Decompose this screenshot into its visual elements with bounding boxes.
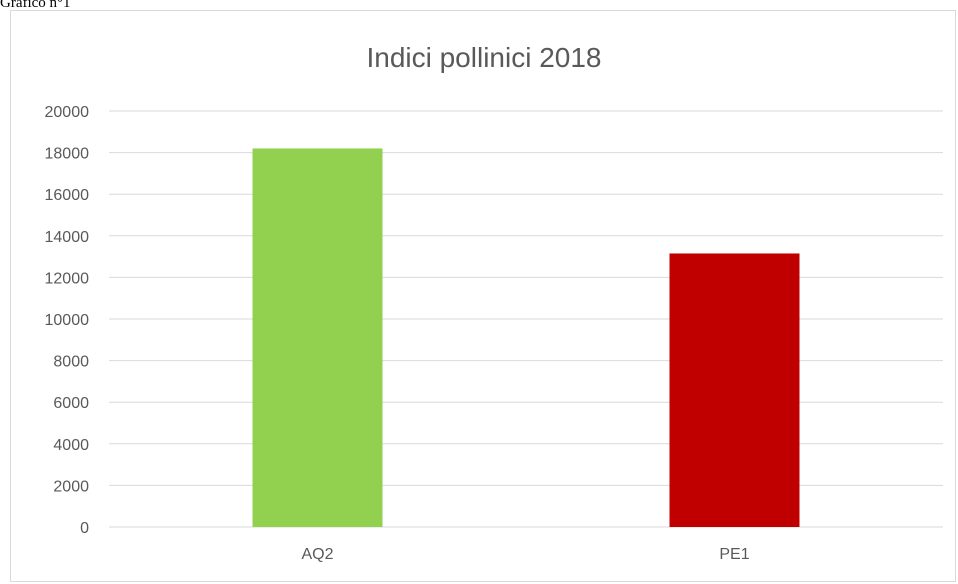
y-tick-label: 2000 [53,478,89,495]
y-tick-label: 12000 [45,270,90,287]
x-category-label-aq2: AQ2 [301,546,333,563]
y-tick-label: 4000 [53,437,89,454]
bar-aq2 [252,148,383,527]
y-tick-label: 8000 [53,354,89,371]
y-tick-label: 6000 [53,395,89,412]
bar-chart: Indici pollinici 2018 0 2000 4000 6000 8000 1… [45,42,943,563]
y-tick-label: 10000 [45,312,90,329]
figure-caption: Grafico n°1 [0,0,71,11]
gridlines [109,110,943,528]
bar-pe1 [669,253,800,528]
y-tick-label: 16000 [45,187,90,204]
chart-frame: Indici pollinici 2018 0 2000 4000 6000 8000 1… [10,10,956,582]
y-tick-label: 20000 [45,104,90,121]
y-tick-label: 18000 [45,146,90,163]
y-tick-label: 14000 [45,229,90,246]
x-category-label-pe1: PE1 [719,546,749,563]
y-tick-label: 0 [80,520,89,537]
bars [252,148,800,528]
x-axis-categories: AQ2 PE1 [301,546,749,563]
y-axis-ticks: 0 2000 4000 6000 8000 10000 12000 14000 16000 180… [45,104,90,537]
chart-title: Indici pollinici 2018 [366,42,601,73]
